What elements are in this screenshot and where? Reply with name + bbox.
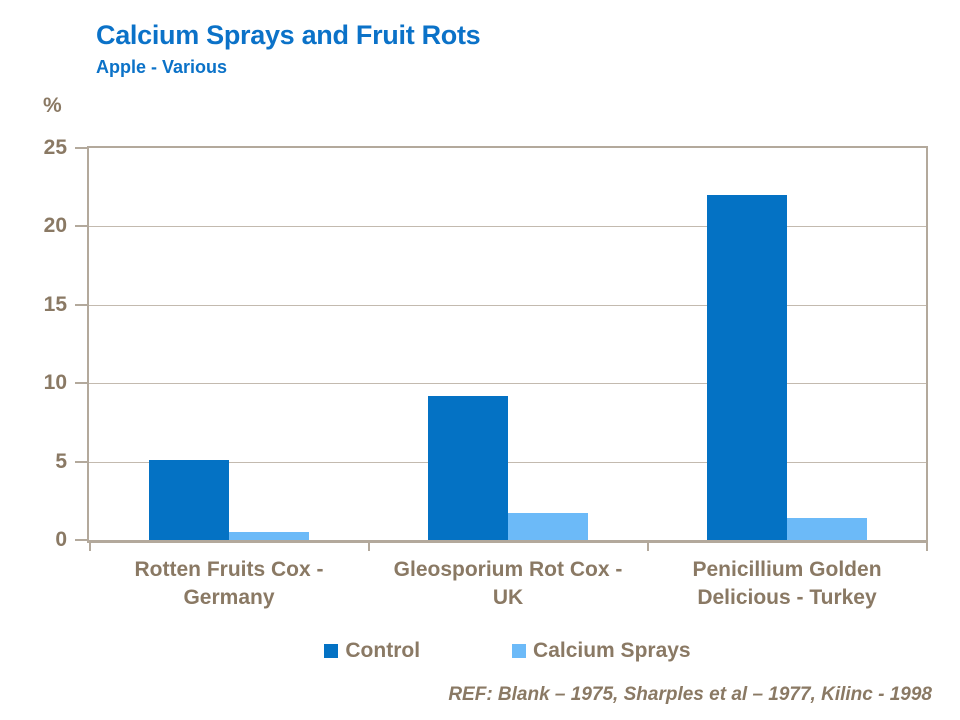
y-tick-label-0: 0 [55,528,67,551]
bar-control-0 [149,460,229,540]
x-axis-tick-2 [647,543,649,551]
legend-item-control: Control [324,639,420,663]
chart-title: Calcium Sprays and Fruit Rots [96,20,481,50]
reference-text: REF: Blank – 1975, Sharples et al – 1977… [448,684,932,705]
legend-item-calcium-sprays: Calcium Sprays [512,639,691,663]
legend: Control Calcium Sprays [88,636,927,666]
y-tick-label-5: 5 [55,450,67,473]
bar-calcium-sprays-2 [787,518,867,540]
bar-control-1 [428,396,508,540]
y-axis-unit-label: % [43,94,62,117]
plot-area [87,146,928,543]
y-axis-tick-0 [75,539,87,541]
gridline-20 [89,226,926,227]
chart-subtitle: Apple - Various [96,57,228,77]
y-axis-tick-20 [75,225,87,227]
gridline-10 [89,383,926,384]
y-tick-label-20: 20 [43,214,67,237]
legend-label-calcium-sprays: Calcium Sprays [533,639,691,662]
bar-calcium-sprays-1 [508,513,588,540]
y-axis-tick-15 [75,304,87,306]
bar-control-2 [707,195,787,540]
y-axis-tick-25 [75,147,87,149]
x-axis-tick-3 [926,543,928,551]
bar-calcium-sprays-0 [229,532,309,540]
y-tick-label-10: 10 [43,371,67,394]
x-category-label-2: Penicillium Golden Delicious - Turkey [692,558,882,609]
y-tick-label-25: 25 [43,136,67,159]
gridline-15 [89,305,926,306]
x-axis-tick-0 [89,543,91,551]
y-axis-tick-5 [75,461,87,463]
x-category-label-1: Gleosporium Rot Cox - UK [393,558,623,609]
y-tick-label-15: 15 [43,293,67,316]
legend-swatch-control [324,644,339,658]
x-category-label-0: Rotten Fruits Cox - Germany [134,558,324,609]
legend-label-control: Control [345,639,421,662]
legend-swatch-calcium-sprays [512,644,527,658]
y-axis-tick-10 [75,382,87,384]
x-axis-tick-1 [368,543,370,551]
